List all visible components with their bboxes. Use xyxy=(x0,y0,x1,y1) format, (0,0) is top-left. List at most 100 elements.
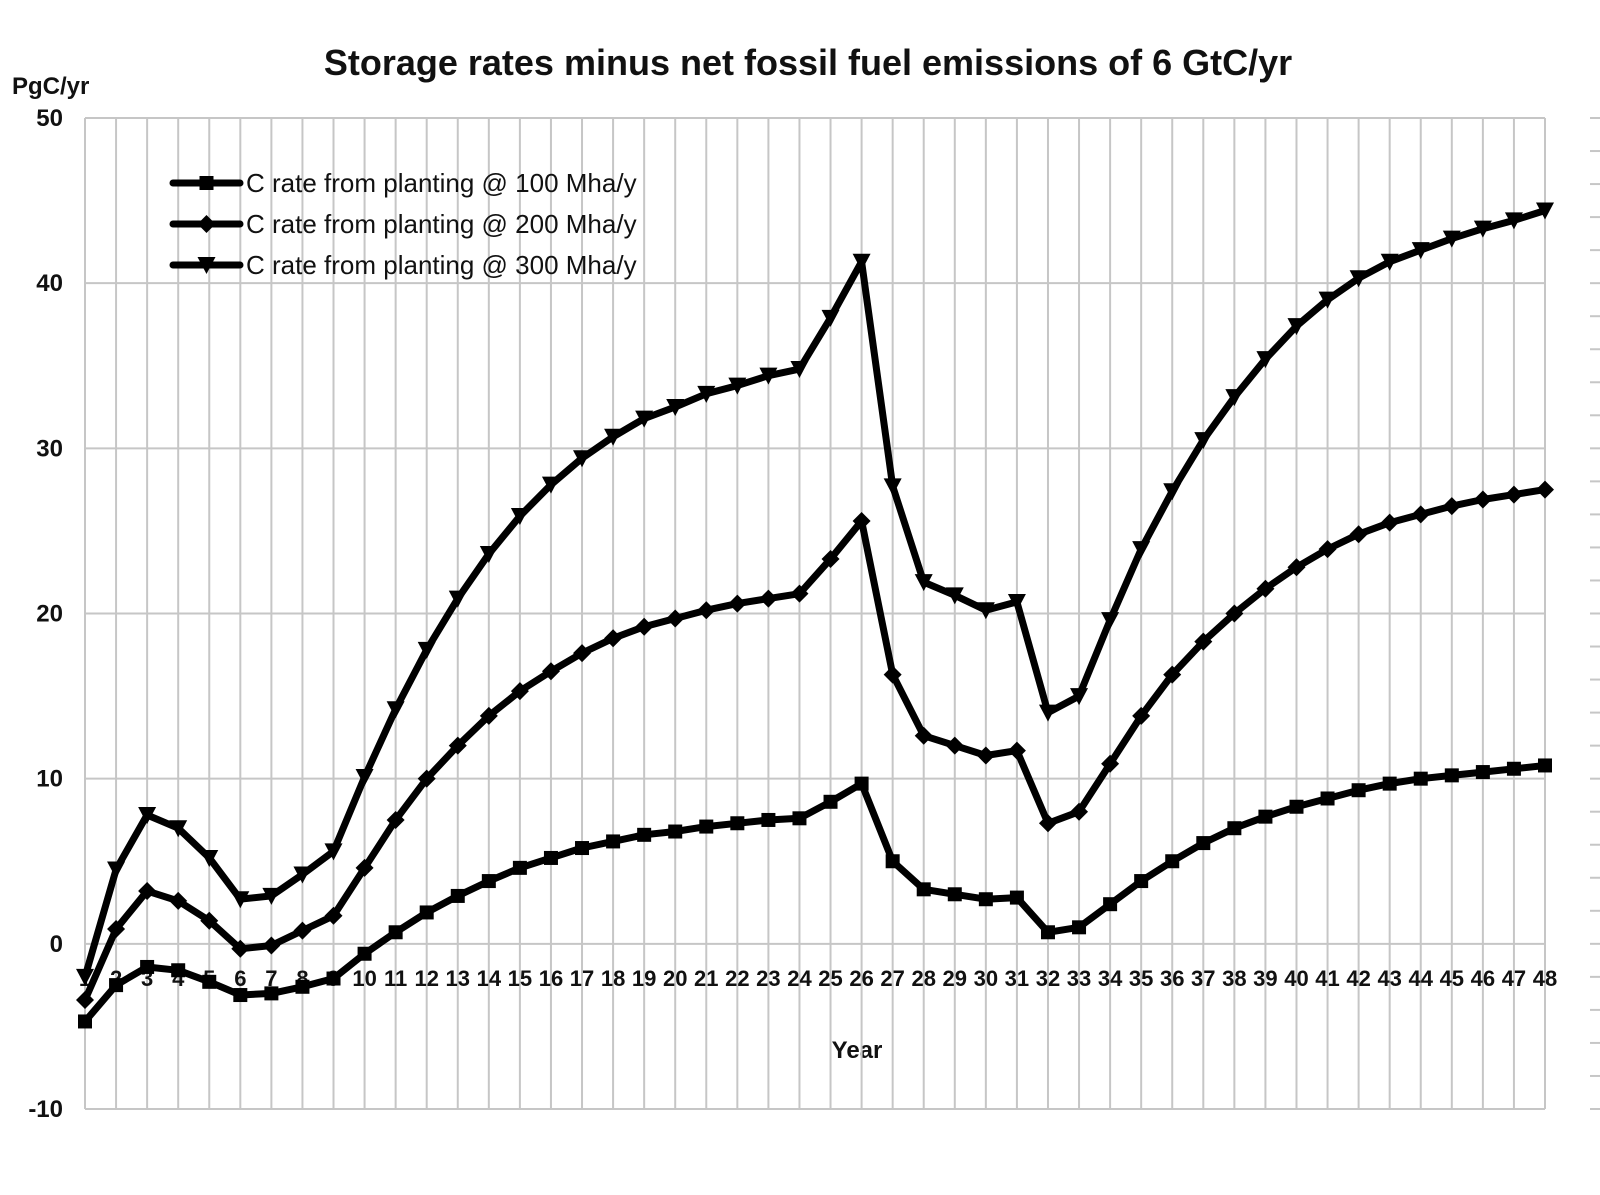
x-tick-label: 34 xyxy=(1098,966,1123,991)
data-point xyxy=(541,662,560,681)
data-point xyxy=(109,978,124,993)
data-point xyxy=(916,882,931,897)
legend-item: C rate from planting @ 300 Mha/y xyxy=(169,250,637,280)
x-tick-label: 27 xyxy=(880,966,904,991)
data-point xyxy=(324,843,343,861)
legend-label: C rate from planting @ 100 Mha/y xyxy=(246,168,637,198)
data-point xyxy=(1134,874,1149,889)
data-point xyxy=(1351,783,1366,798)
data-point xyxy=(1132,706,1151,725)
data-point xyxy=(1536,480,1554,499)
data-point xyxy=(1442,230,1461,248)
data-point xyxy=(295,979,310,994)
legend-label: C rate from planting @ 200 Mha/y xyxy=(246,209,637,239)
y-tick-label: 20 xyxy=(36,601,63,628)
x-tick-label: 24 xyxy=(787,966,812,991)
data-point xyxy=(138,881,157,900)
data-point xyxy=(169,820,188,838)
data-point xyxy=(1504,212,1523,230)
data-point xyxy=(512,860,527,875)
data-point xyxy=(450,888,465,903)
data-point xyxy=(264,986,279,1001)
data-point xyxy=(1256,579,1275,598)
data-point xyxy=(573,644,592,663)
x-tick-label: 17 xyxy=(570,966,594,991)
data-point xyxy=(1411,242,1430,260)
data-point xyxy=(1473,220,1492,238)
legend-item: C rate from planting @ 200 Mha/y xyxy=(169,209,637,239)
x-tick-label: 25 xyxy=(818,966,842,991)
x-tick-label: 29 xyxy=(943,966,967,991)
data-point xyxy=(1442,497,1461,516)
data-point xyxy=(790,584,809,603)
data-point xyxy=(140,959,155,974)
data-point xyxy=(231,939,250,958)
data-point xyxy=(355,769,374,787)
y-tick-label: 50 xyxy=(36,105,63,132)
data-point xyxy=(575,841,590,856)
y-tick-label: 10 xyxy=(36,766,63,793)
data-point xyxy=(883,478,902,496)
x-tick-label: 22 xyxy=(725,966,749,991)
data-point xyxy=(448,590,467,608)
data-point xyxy=(1318,291,1337,309)
data-point xyxy=(635,617,654,636)
data-point xyxy=(699,819,714,834)
data-point xyxy=(233,988,248,1003)
data-point xyxy=(1194,632,1213,651)
data-point xyxy=(604,428,623,446)
x-tick-label: 41 xyxy=(1315,966,1339,991)
data-point xyxy=(479,546,498,564)
x-tick-label: 16 xyxy=(539,966,563,991)
x-tick-label: 30 xyxy=(974,966,998,991)
data-point xyxy=(76,990,94,1009)
data-point xyxy=(759,367,778,385)
data-point xyxy=(1536,202,1554,220)
y-tick-label: 40 xyxy=(36,270,63,297)
data-point xyxy=(231,891,250,909)
data-point xyxy=(1163,665,1182,684)
data-point xyxy=(1287,318,1306,336)
data-point xyxy=(1380,513,1399,532)
data-point xyxy=(1289,799,1304,814)
data-point xyxy=(171,963,186,978)
data-point xyxy=(883,665,902,684)
data-point xyxy=(1349,270,1368,288)
data-point xyxy=(1196,836,1211,851)
data-point xyxy=(821,549,840,568)
x-tick-label: 46 xyxy=(1471,966,1495,991)
x-tick-label: 45 xyxy=(1440,966,1464,991)
data-point xyxy=(1411,505,1430,524)
y-tick-label: 30 xyxy=(36,435,63,462)
series-3 xyxy=(76,202,1554,986)
data-point xyxy=(885,854,900,869)
data-point xyxy=(668,824,683,839)
x-tick-label: 14 xyxy=(477,966,502,991)
x-tick-label: 12 xyxy=(414,966,438,991)
data-point xyxy=(666,609,685,628)
data-point xyxy=(479,706,498,725)
data-point xyxy=(1225,389,1244,407)
data-point xyxy=(386,701,405,719)
data-point xyxy=(138,807,157,825)
chart-title: Storage rates minus net fossil fuel emis… xyxy=(324,42,1292,83)
legend-marker xyxy=(197,257,216,274)
data-point xyxy=(1349,525,1368,544)
data-point xyxy=(1258,809,1273,824)
data-point xyxy=(326,971,341,986)
x-tick-label: 15 xyxy=(508,966,532,991)
data-point xyxy=(1132,541,1151,559)
data-point xyxy=(1101,612,1120,630)
data-point xyxy=(792,811,807,826)
data-point xyxy=(357,946,372,961)
data-point xyxy=(1475,765,1490,780)
data-point xyxy=(200,849,219,867)
data-point xyxy=(200,911,219,930)
data-point xyxy=(1256,351,1275,369)
x-tick-label: 32 xyxy=(1036,966,1060,991)
y-tick-label: -10 xyxy=(28,1096,63,1123)
data-point xyxy=(945,587,964,605)
data-point xyxy=(1287,558,1306,577)
data-point xyxy=(604,629,623,648)
